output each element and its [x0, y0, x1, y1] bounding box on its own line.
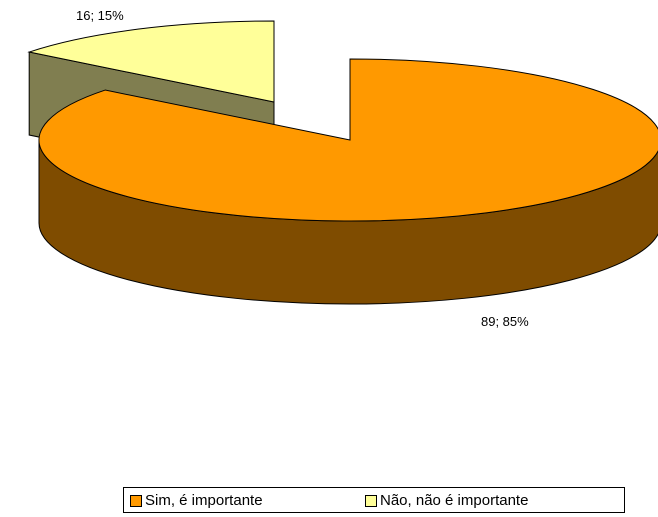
slice-top-nao: [27, 20, 275, 103]
legend-swatch-nao: [365, 494, 377, 507]
legend-item-nao: Não, não é importante: [365, 492, 528, 509]
legend-label-nao: Não, não é importante: [380, 492, 529, 509]
data-label-sim: 89; 85%: [481, 314, 529, 329]
legend-item-sim: Sim, é importante: [130, 492, 263, 509]
legend-swatch-sim: [130, 494, 142, 507]
legend-label-sim: Sim, é importante: [145, 492, 263, 509]
slice-top-sim: [38, 58, 658, 222]
data-label-nao: 16; 15%: [76, 8, 124, 23]
legend: Sim, é importante Não, não é importante: [123, 487, 625, 513]
